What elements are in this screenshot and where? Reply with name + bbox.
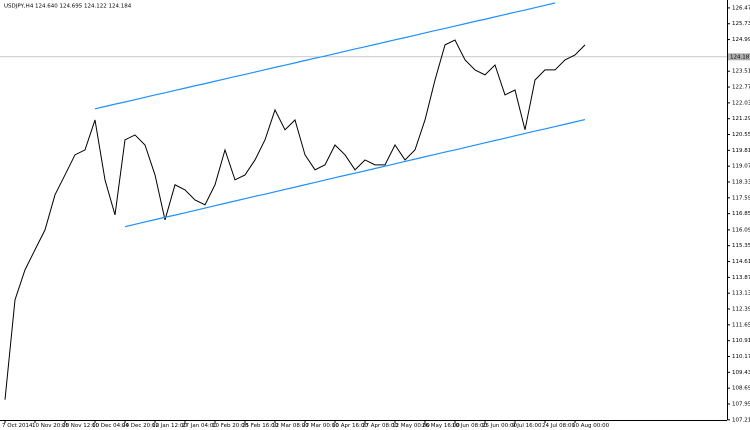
y-tick-label: 117.59 xyxy=(732,195,750,201)
current-price-label: 124.18 xyxy=(730,54,750,60)
x-tick-label: 25 Jun 00:00 xyxy=(482,423,517,429)
x-tick-label: 7 Oct 2014 xyxy=(2,423,33,429)
x-tick-label: 12 May 00:00 xyxy=(392,423,430,429)
trend-line xyxy=(124,118,586,228)
x-tick-label: 9 Jul 16:00 xyxy=(512,423,542,429)
y-tick-label: 108.69 xyxy=(732,386,750,392)
y-tick-label: 116.85 xyxy=(732,211,750,217)
x-tick-label: 25 Nov 12:00 xyxy=(62,423,100,429)
y-tick-label: 116.09 xyxy=(732,227,750,233)
price-line xyxy=(4,39,586,400)
y-tick-label: 110.17 xyxy=(732,354,750,360)
y-tick-label: 122.03 xyxy=(732,100,750,106)
x-tick-label: 10 Jun 08:00 xyxy=(452,423,487,429)
trend-line xyxy=(94,2,556,110)
x-tick-label: 10 Nov 20:00 xyxy=(32,423,70,429)
y-tick-label: 119.81 xyxy=(732,148,750,154)
y-tick-label: 109.43 xyxy=(732,370,750,376)
y-tick-label: 107.21 xyxy=(732,417,750,423)
y-tick-label: 126.47 xyxy=(732,5,750,11)
x-tick-label: 12 Jan 12:00 xyxy=(152,423,187,429)
y-tick-label: 113.13 xyxy=(732,291,750,297)
current-price-box xyxy=(728,53,750,61)
x-tick-label: 27 Jan 04:00 xyxy=(182,423,217,429)
y-tick-label: 120.55 xyxy=(732,132,750,138)
x-tick-label: 24 Jul 08:00 xyxy=(542,423,575,429)
x-tick-label: 26 May 16:00 xyxy=(422,423,460,429)
x-tick-label: 27 Mar 00:00 xyxy=(302,423,339,429)
y-tick-label: 122.77 xyxy=(732,85,750,91)
x-tick-label: 10 Aug 00:00 xyxy=(572,423,610,429)
y-tick-label: 107.95 xyxy=(732,401,750,407)
x-tick-label: 25 Feb 16:00 xyxy=(242,423,279,429)
y-tick-label: 123.51 xyxy=(732,69,750,75)
y-tick-label: 113.87 xyxy=(732,275,750,281)
x-tick-label: 12 Mar 08:00 xyxy=(272,423,309,429)
y-tick-label: 110.91 xyxy=(732,338,750,344)
x-tick-label: 10 Apr 16:00 xyxy=(332,423,368,429)
y-tick-label: 111.65 xyxy=(732,322,750,328)
y-tick-label: 125.73 xyxy=(732,21,750,27)
y-tick-label: 114.61 xyxy=(732,259,750,265)
x-tick-label: 24 Dec 20:00 xyxy=(122,423,159,429)
x-tick-label: 27 Apr 08:00 xyxy=(362,423,398,429)
y-tick-label: 112.39 xyxy=(732,307,750,313)
y-tick-label: 124.99 xyxy=(732,37,750,43)
y-tick-label: 119.07 xyxy=(732,164,750,170)
chart-title: USDJPY,H4 124.640 124.695 124.122 124.18… xyxy=(4,4,132,10)
y-tick-label: 115.35 xyxy=(732,243,750,249)
y-tick-label: 118.33 xyxy=(732,179,750,185)
x-tick-label: 10 Dec 04:00 xyxy=(92,423,129,429)
x-tick-label: 10 Feb 20:00 xyxy=(212,423,249,429)
y-tick-label: 121.29 xyxy=(732,116,750,122)
